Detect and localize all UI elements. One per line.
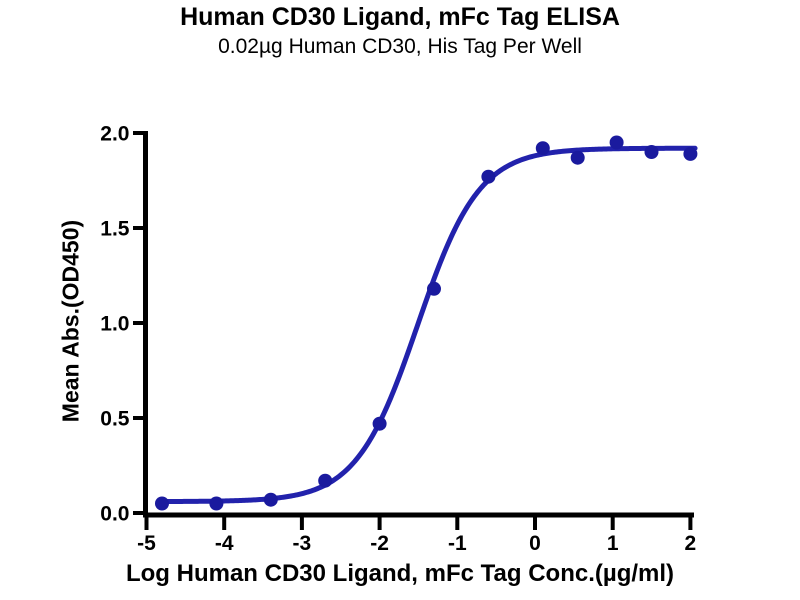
y-tick-label: 0.0 (100, 503, 129, 526)
y-tick-label: 1.0 (100, 313, 129, 336)
data-point (481, 169, 496, 184)
chart-title: Human CD30 Ligand, mFc Tag ELISA (180, 3, 620, 31)
data-point (427, 281, 441, 296)
data-point (570, 150, 585, 165)
x-tick-label: -2 (370, 532, 389, 555)
data-point (209, 496, 224, 511)
chart-subtitle: 0.02µg Human CD30, His Tag Per Well (218, 35, 582, 58)
x-tick-label: 0 (529, 532, 541, 555)
data-point (318, 473, 333, 488)
x-tick-label: 2 (685, 532, 697, 555)
x-tick-label: -1 (448, 532, 467, 555)
data-point (683, 146, 698, 161)
y-tick-label: 2.0 (100, 123, 129, 146)
x-tick-label: -3 (293, 532, 312, 555)
x-axis-label: Log Human CD30 Ligand, mFc Tag Conc.(µg/… (125, 560, 675, 587)
data-point (263, 492, 278, 507)
y-tick-label: 1.5 (100, 218, 130, 241)
x-tick-label: -4 (215, 532, 234, 555)
data-point (535, 141, 550, 156)
data-point (644, 145, 659, 159)
y-axis-label: Mean Abs.(OD450) (57, 219, 84, 423)
y-tick-label: 0.5 (100, 408, 130, 431)
data-point (372, 416, 387, 431)
x-tick-label: -5 (137, 532, 156, 555)
fit-curve (159, 145, 698, 505)
x-tick-label: 1 (607, 532, 619, 555)
data-point (155, 496, 169, 511)
data-point (609, 135, 624, 150)
